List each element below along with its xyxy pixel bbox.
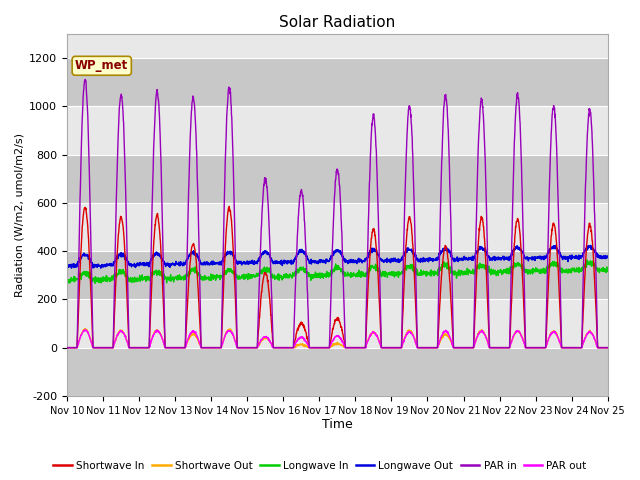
Bar	[67, 251, 608, 300]
Bar	[67, 155, 608, 203]
Title: Solar Radiation: Solar Radiation	[279, 15, 396, 30]
Legend: Shortwave In, Shortwave Out, Longwave In, Longwave Out, PAR in, PAR out: Shortwave In, Shortwave Out, Longwave In…	[49, 456, 591, 475]
Text: WP_met: WP_met	[75, 60, 129, 72]
Bar	[67, 348, 608, 396]
Bar	[67, 58, 608, 107]
X-axis label: Time: Time	[322, 419, 353, 432]
Y-axis label: Radiation (W/m2, umol/m2/s): Radiation (W/m2, umol/m2/s)	[15, 133, 25, 297]
